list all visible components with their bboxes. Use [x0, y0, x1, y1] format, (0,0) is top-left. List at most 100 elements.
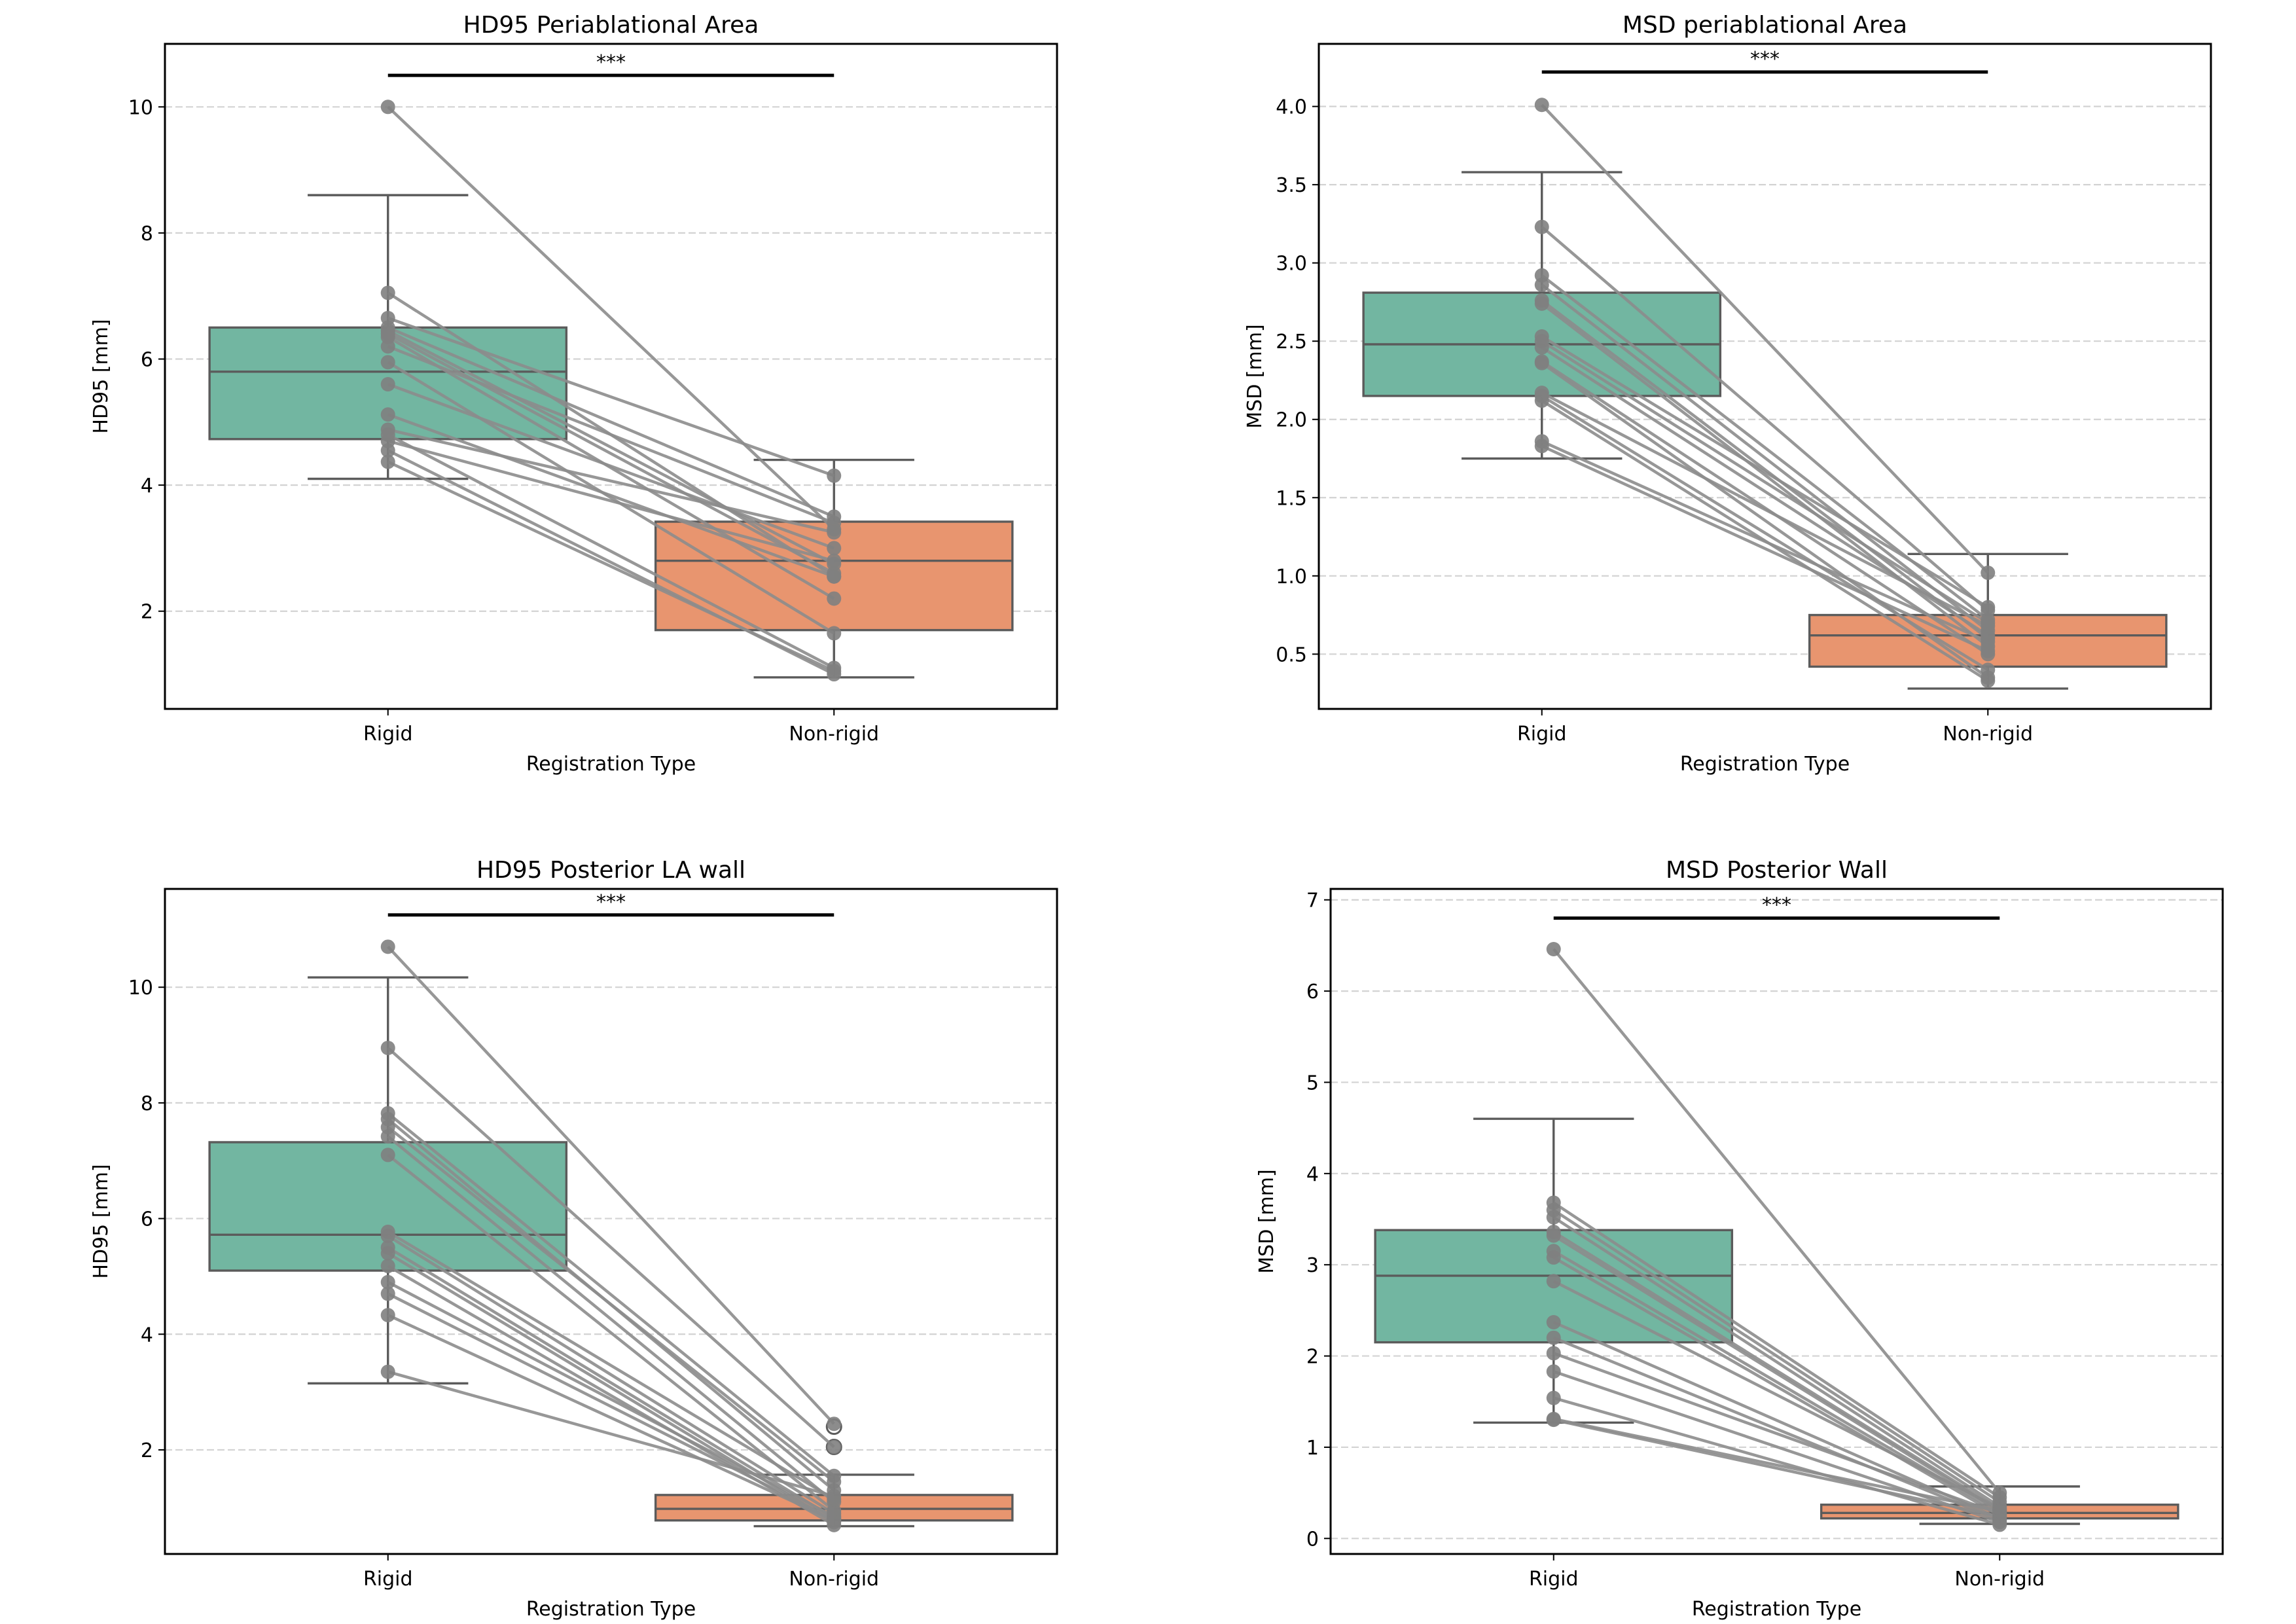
paired-line: [1552, 948, 2001, 1494]
data-point-rigid: [1546, 1390, 1561, 1405]
y-axis-label: HD95 [mm]: [90, 319, 113, 433]
x-axis-label: Registration Type: [526, 753, 696, 776]
paired-line: [387, 1126, 835, 1483]
y-tick-label: 4: [141, 1324, 153, 1346]
y-tick-label: 8: [141, 223, 153, 245]
paired-line: [1553, 1396, 2000, 1526]
data-point-rigid: [380, 454, 395, 469]
subplot-title: MSD Posterior Wall: [1666, 857, 1888, 884]
data-point-nonrigid: [827, 525, 842, 540]
data-point-rigid: [1546, 1364, 1561, 1379]
paired-line: [1541, 335, 1989, 609]
data-point-rigid: [380, 1246, 395, 1261]
data-point-nonrigid: [827, 541, 842, 556]
axes-frame: [164, 888, 1058, 1555]
y-tick-label: 2.0: [1276, 409, 1307, 432]
y-tick-label: 2: [1306, 1346, 1319, 1369]
paired-line: [387, 105, 835, 531]
data-point-nonrigid: [827, 1489, 842, 1504]
significance-label: ***: [596, 51, 626, 74]
paired-line: [387, 326, 835, 518]
paired-line: [387, 1230, 835, 1500]
paired-line: [1552, 1216, 2001, 1508]
paired-line: [1552, 1208, 2001, 1504]
paired-line: [387, 428, 834, 534]
data-point-rigid: [380, 339, 395, 354]
axes-frame: [1329, 888, 2224, 1555]
data-point-rigid: [380, 285, 395, 300]
data-point-rigid: [1546, 941, 1561, 956]
paired-line: [387, 1370, 834, 1498]
data-point-nonrigid: [827, 664, 842, 679]
data-point-rigid: [380, 1229, 395, 1244]
paired-line: [1541, 302, 1989, 648]
subplot-title: MSD periablational Area: [1623, 12, 1907, 39]
y-tick-label: 3: [1306, 1254, 1319, 1277]
y-tick-label: 4: [141, 475, 153, 497]
x-tick-label-nonrigid: Non-rigid: [1943, 723, 2033, 746]
data-point-nonrigid: [1981, 643, 1996, 659]
data-point-nonrigid: [827, 1416, 842, 1432]
data-point-rigid: [380, 443, 395, 458]
data-point-rigid: [380, 99, 395, 115]
data-point-rigid: [380, 1308, 395, 1323]
paired-line: [387, 460, 835, 673]
data-point-rigid: [1546, 1274, 1561, 1289]
subplot-title: HD95 Periablational Area: [463, 12, 759, 39]
subplot-msd-periablational: 0.5 1.0 1.5 2.0 2.5 3.0 3.5 4.0 MSD periablation…: [1244, 12, 2212, 776]
data-point-rigid: [1534, 355, 1549, 370]
data-point-rigid: [1534, 439, 1549, 454]
data-point-rigid: [1546, 1315, 1561, 1330]
significance-label: ***: [596, 891, 626, 914]
paired-line: [387, 382, 835, 550]
x-tick-label-rigid: Rigid: [1529, 1568, 1579, 1591]
data-point-rigid: [1546, 1228, 1561, 1243]
paired-line: [1541, 225, 1989, 612]
y-tick-label: 4: [1306, 1163, 1319, 1186]
data-point-rigid: [380, 407, 395, 422]
x-tick-label-nonrigid: Non-rigid: [789, 723, 879, 746]
subplot-msd-posterior-wall: 0 1 2 3 4 5 6 7 MSD Posterior Wall Registration …: [1255, 857, 2224, 1621]
paired-line: [1552, 1201, 2001, 1499]
y-tick-label: 2: [141, 601, 153, 624]
data-point-rigid: [1534, 98, 1549, 113]
paired-line: [1541, 440, 1989, 643]
data-point-rigid: [1534, 278, 1549, 293]
y-tick-label: 6: [1306, 981, 1319, 1003]
x-tick-label-rigid: Rigid: [363, 1568, 413, 1591]
paired-line: [1552, 1352, 2001, 1515]
data-point-nonrigid: [827, 626, 842, 641]
y-axis-label: HD95 [mm]: [90, 1164, 113, 1278]
x-tick-label-nonrigid: Non-rigid: [789, 1568, 879, 1591]
y-tick-label: 1: [1306, 1437, 1319, 1460]
y-tick-label: 2: [141, 1439, 153, 1462]
significance-label: ***: [1750, 48, 1780, 71]
data-point-rigid: [380, 1274, 395, 1290]
data-point-nonrigid: [1992, 1509, 2007, 1524]
y-tick-label: 8: [141, 1092, 153, 1115]
y-axis-label: MSD [mm]: [1244, 324, 1266, 428]
paired-line: [387, 1246, 835, 1520]
paired-line: [1552, 1336, 2001, 1522]
data-point-rigid: [1534, 340, 1549, 355]
paired-line: [387, 361, 835, 635]
subplot-hd95-posterior-la-wall: 2 4 6 8 10 HD95 Posterior LA wall Registratio…: [90, 857, 1058, 1621]
data-point-rigid: [1546, 1330, 1561, 1345]
data-point-nonrigid: [1981, 662, 1996, 677]
data-point-rigid: [1534, 296, 1549, 311]
y-tick-label: 0.5: [1276, 643, 1307, 666]
paired-line: [387, 1314, 835, 1522]
paired-line: [387, 1112, 835, 1477]
y-tick-label: 6: [141, 1208, 153, 1231]
paired-line: [387, 413, 835, 578]
data-point-nonrigid: [827, 553, 842, 568]
paired-line: [1541, 340, 1989, 624]
data-point-rigid: [1546, 1413, 1561, 1428]
y-tick-label: 2.5: [1276, 331, 1307, 353]
paired-line: [387, 333, 835, 575]
axes-frame: [164, 43, 1058, 710]
paired-line: [387, 439, 834, 562]
y-tick-label: 10: [128, 977, 153, 1000]
y-tick-label: 1.0: [1276, 566, 1307, 588]
